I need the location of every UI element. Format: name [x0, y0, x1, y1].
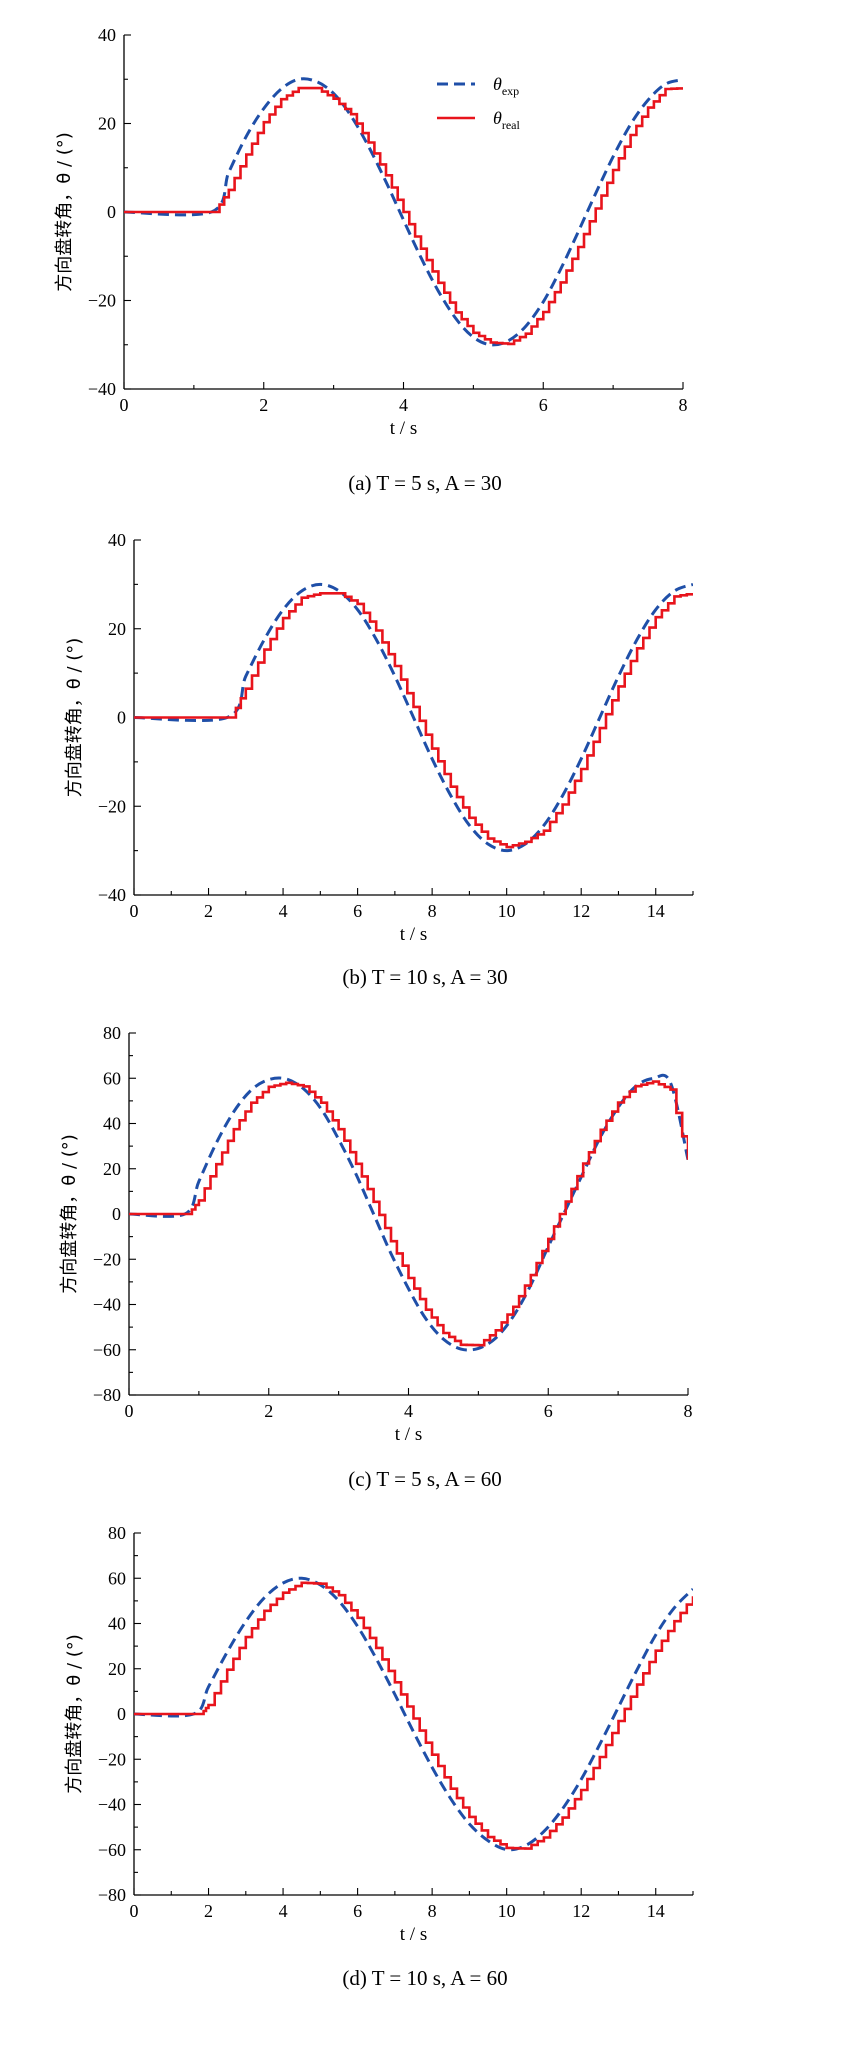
- y-tick-label: 80: [108, 1523, 126, 1543]
- panel-caption: (b) T = 10 s, A = 30: [342, 965, 507, 989]
- y-tick-label: 20: [108, 1659, 126, 1679]
- y-tick-label: −60: [93, 1340, 121, 1360]
- y-axis-label: 方向盘转角，θ / (°): [54, 132, 75, 292]
- y-tick-label: 40: [108, 1614, 126, 1634]
- x-tick-label: 14: [647, 1901, 665, 1921]
- x-tick-label: 0: [120, 395, 129, 415]
- x-tick-label: 4: [279, 901, 288, 921]
- panel-caption: (a) T = 5 s, A = 30: [348, 471, 502, 495]
- x-tick-label: 2: [259, 395, 268, 415]
- chart-panel-b: 0 2 4 6 8 10 12 14 −40 −20 0 20 40 方向盘转角，θ / (°) t / s…: [64, 530, 694, 989]
- x-axis-label: t / s: [400, 924, 427, 945]
- y-tick-label: −20: [98, 796, 126, 816]
- x-tick-label: 6: [539, 395, 548, 415]
- y-tick-label: 60: [103, 1068, 121, 1088]
- y-tick-label: 40: [108, 530, 126, 550]
- y-tick-label: 0: [117, 1704, 126, 1724]
- x-tick-label: 14: [647, 901, 665, 921]
- legend: θexp θreal: [437, 74, 520, 132]
- chart-panel-d: 0 2 4 6 8 10 12 14 −80 −60 −40 −20 0 20 40 60 80 方向盘转角，θ …: [64, 1523, 694, 1990]
- x-tick-label: 2: [264, 1401, 273, 1421]
- series-line-theta-exp: [134, 582, 693, 853]
- y-axis-label: 方向盘转角，θ / (°): [64, 1634, 85, 1794]
- y-tick-label: −20: [88, 291, 116, 311]
- y-tick-label: −40: [93, 1295, 121, 1315]
- x-tick-label: 6: [353, 1901, 362, 1921]
- x-axis-label: t / s: [395, 1424, 422, 1445]
- x-tick-label: 4: [279, 1901, 288, 1921]
- panel-caption: (c) T = 5 s, A = 60: [348, 1467, 502, 1491]
- y-tick-label: 0: [107, 202, 116, 222]
- x-tick-label: 2: [204, 901, 213, 921]
- y-tick-label: −40: [98, 1795, 126, 1815]
- x-tick-label: 10: [498, 901, 516, 921]
- y-axis-label: 方向盘转角，θ / (°): [59, 1134, 80, 1294]
- series-line-theta-real: [129, 1080, 688, 1347]
- x-tick-label: 6: [353, 901, 362, 921]
- panel-caption: (d) T = 10 s, A = 60: [342, 1966, 507, 1990]
- series-line-theta-exp: [134, 1576, 693, 1852]
- series-line-theta-real: [124, 86, 683, 346]
- y-tick-label: −40: [98, 885, 126, 905]
- y-tick-label: 40: [103, 1114, 121, 1134]
- y-axis-label: 方向盘转角，θ / (°): [64, 638, 85, 798]
- x-tick-label: 12: [572, 1901, 590, 1921]
- x-tick-label: 2: [204, 1901, 213, 1921]
- y-tick-label: 0: [117, 708, 126, 728]
- series-line-theta-exp: [124, 77, 683, 347]
- x-tick-label: 0: [130, 901, 139, 921]
- x-tick-label: 6: [544, 1401, 553, 1421]
- series-line-theta-real: [134, 1581, 693, 1850]
- x-tick-label: 8: [684, 1401, 693, 1421]
- x-tick-label: 4: [399, 395, 408, 415]
- x-tick-label: 8: [679, 395, 688, 415]
- x-tick-label: 0: [130, 1901, 139, 1921]
- y-tick-label: 20: [98, 114, 116, 134]
- chart-panel-a: 0 2 4 6 8 −40 −20 0 20 40 方向盘转角，θ / (°) t / s (a) T …: [54, 25, 688, 495]
- y-tick-label: −80: [93, 1385, 121, 1405]
- series-line-theta-exp: [129, 1073, 688, 1352]
- y-tick-label: 80: [103, 1023, 121, 1043]
- x-tick-label: 8: [428, 901, 437, 921]
- y-tick-label: −40: [88, 379, 116, 399]
- y-tick-label: −20: [98, 1749, 126, 1769]
- y-tick-label: 60: [108, 1568, 126, 1588]
- series-line-theta-real: [134, 592, 693, 849]
- x-axis-label: t / s: [400, 1924, 427, 1945]
- y-tick-label: 20: [103, 1159, 121, 1179]
- y-tick-label: −60: [98, 1840, 126, 1860]
- y-tick-label: 0: [112, 1204, 121, 1224]
- legend-label-exp: θexp: [493, 74, 519, 98]
- y-tick-label: −80: [98, 1885, 126, 1905]
- x-tick-label: 0: [125, 1401, 134, 1421]
- chart-panel-c: 0 2 4 6 8 −80 −60 −40 −20 0 20 40 60 80 方向盘转角，θ / (°) t…: [59, 1023, 693, 1491]
- x-tick-label: 8: [428, 1901, 437, 1921]
- x-axis-label: t / s: [390, 418, 417, 439]
- legend-label-real: θreal: [493, 108, 520, 132]
- x-tick-label: 10: [498, 1901, 516, 1921]
- x-tick-label: 12: [572, 901, 590, 921]
- y-tick-label: 40: [98, 25, 116, 45]
- y-tick-label: −20: [93, 1249, 121, 1269]
- x-tick-label: 4: [404, 1401, 413, 1421]
- y-tick-label: 20: [108, 619, 126, 639]
